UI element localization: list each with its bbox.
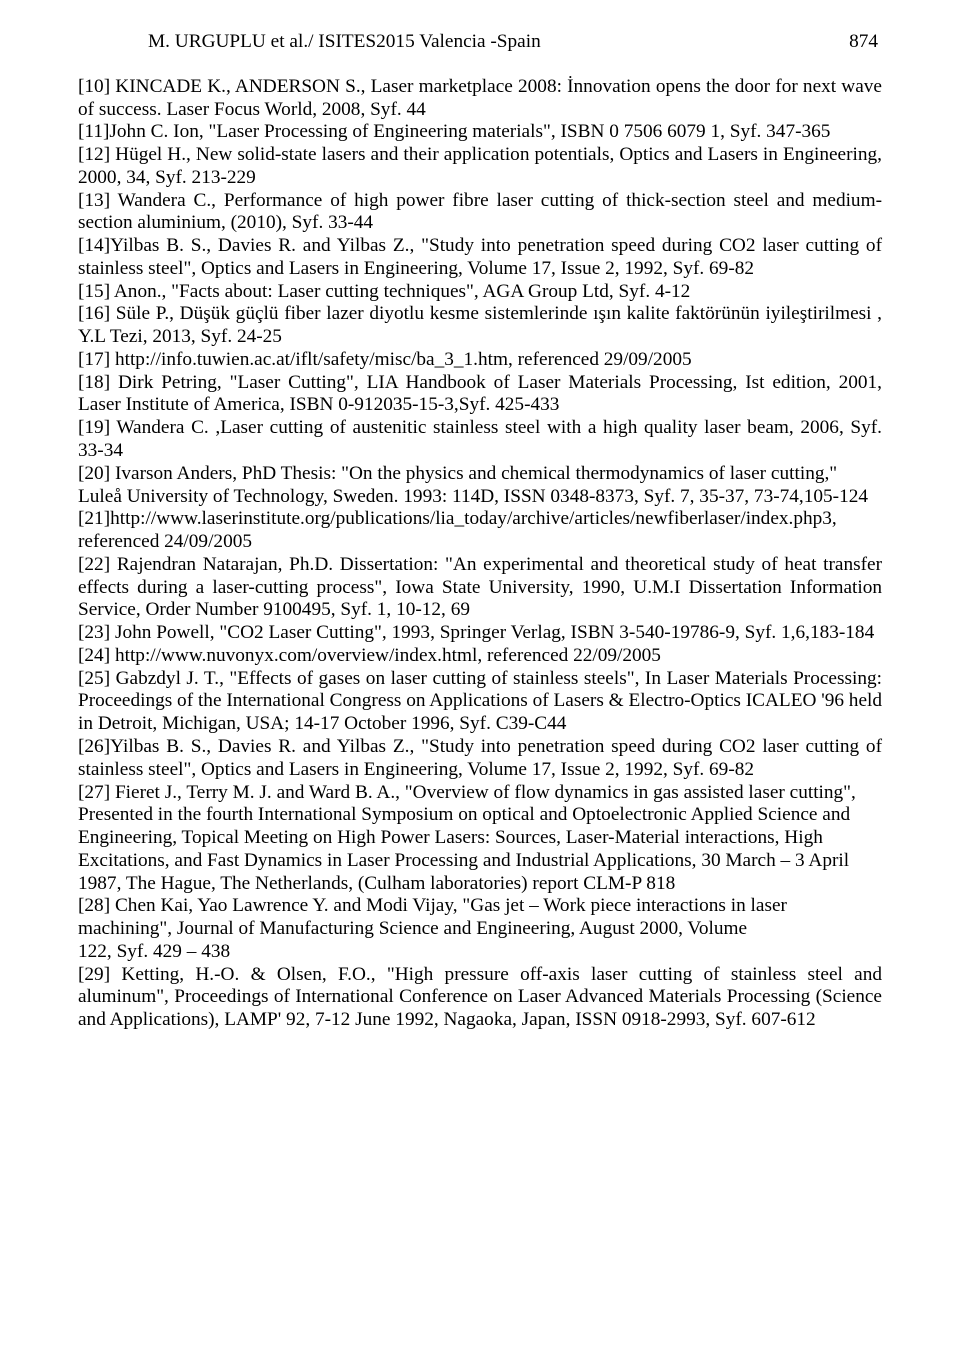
reference-item: [10] KINCADE K., ANDERSON S., Laser mark…: [78, 76, 882, 122]
reference-item: [19] Wandera C. ,Laser cutting of austen…: [78, 417, 882, 463]
reference-item: [27] Fieret J., Terry M. J. and Ward B. …: [78, 782, 882, 896]
reference-item: [26]Yilbas B. S., Davies R. and Yilbas Z…: [78, 736, 882, 782]
reference-item: [15] Anon., "Facts about: Laser cutting …: [78, 281, 882, 304]
reference-item: [28] Chen Kai, Yao Lawrence Y. and Modi …: [78, 895, 882, 941]
header-left: M. URGUPLU et al./ ISITES2015 Valencia -…: [148, 31, 541, 54]
reference-item: [16] Süle P., Düşük güçlü fiber lazer di…: [78, 303, 882, 349]
reference-item: [23] John Powell, "CO2 Laser Cutting", 1…: [78, 622, 882, 645]
reference-item: [20] Ivarson Anders, PhD Thesis: "On the…: [78, 463, 882, 509]
reference-item: [12] Hügel H., New solid-state lasers an…: [78, 144, 882, 190]
reference-item: [18] Dirk Petring, "Laser Cutting", LIA …: [78, 372, 882, 418]
reference-item: [13] Wandera C., Performance of high pow…: [78, 190, 882, 236]
header-page-number: 874: [849, 31, 878, 54]
reference-item: [17] http://info.tuwien.ac.at/iflt/safet…: [78, 349, 882, 372]
references-list: [10] KINCADE K., ANDERSON S., Laser mark…: [78, 76, 882, 1032]
reference-item: [14]Yilbas B. S., Davies R. and Yilbas Z…: [78, 235, 882, 281]
reference-item: [29] Ketting, H.-O. & Olsen, F.O., "High…: [78, 964, 882, 1032]
reference-item: 122, Syf. 429 – 438: [78, 941, 882, 964]
page-header: M. URGUPLU et al./ ISITES2015 Valencia -…: [78, 31, 882, 54]
reference-item: [21]http://www.laserinstitute.org/public…: [78, 508, 882, 554]
reference-item: [25] Gabzdyl J. T., "Effects of gases on…: [78, 668, 882, 736]
reference-item: [24] http://www.nuvonyx.com/overview/ind…: [78, 645, 882, 668]
reference-item: [11]John C. Ion, "Laser Processing of En…: [78, 121, 882, 144]
reference-item: [22] Rajendran Natarajan, Ph.D. Disserta…: [78, 554, 882, 622]
